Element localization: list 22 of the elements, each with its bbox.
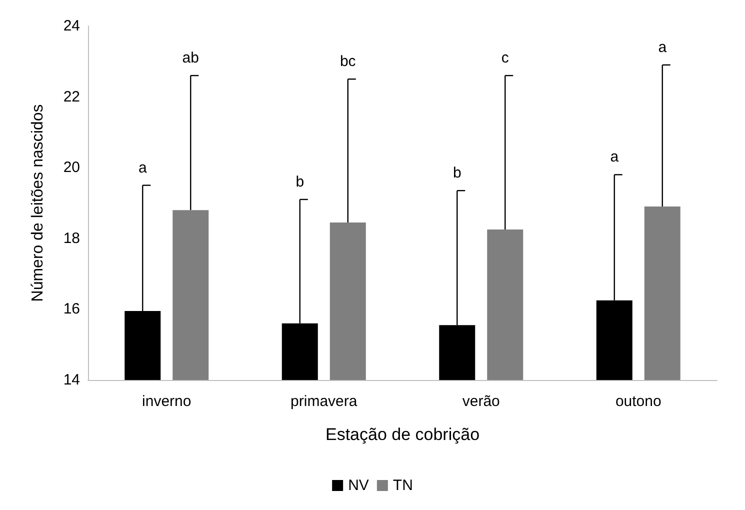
annotation: a [610, 148, 620, 166]
annotation: b [452, 164, 462, 182]
annotation: bc [340, 53, 356, 70]
y-axis-title: Número de leitões nascidos [30, 104, 46, 302]
y-tick-label: 16 [63, 300, 80, 318]
x-tick-label: inverno [142, 393, 192, 410]
annotation: b [296, 173, 304, 190]
x-tick-label: outono [615, 393, 662, 410]
annotation: c [501, 50, 510, 67]
y-tick-label: 22 [63, 88, 80, 106]
x-tick-label: verão [462, 393, 500, 410]
x-tick-label: primavera [290, 393, 358, 410]
legend-label: NV [348, 477, 369, 494]
x-axis-title: Estação de cobrição [325, 425, 480, 444]
y-tick-label: 14 [63, 372, 80, 388]
annotation: ab [182, 50, 199, 67]
annotation: a [138, 159, 148, 176]
y-tick-label: 18 [63, 230, 80, 247]
legend-label: TN [392, 477, 413, 494]
annotation: a [658, 38, 668, 56]
y-tick-label: 20 [63, 159, 80, 176]
y-tick-label: 24 [63, 18, 80, 34]
